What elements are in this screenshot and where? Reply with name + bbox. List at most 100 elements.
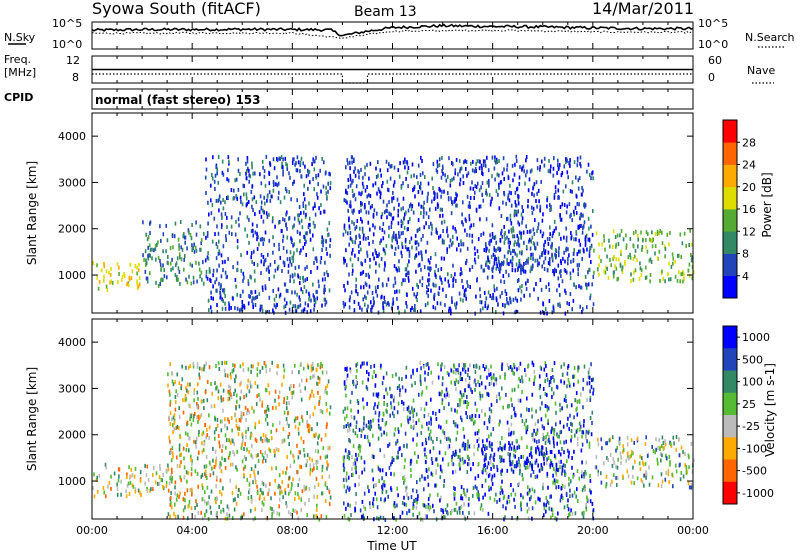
- heatmap-cell: [394, 504, 396, 509]
- heatmap-cell: [370, 308, 373, 313]
- heatmap-cell: [488, 415, 491, 420]
- heatmap-cell: [317, 435, 320, 440]
- heatmap-cell: [362, 405, 365, 410]
- heatmap-cell: [230, 306, 232, 310]
- heatmap-cell: [393, 406, 396, 411]
- heatmap-cell: [500, 455, 503, 460]
- heatmap-cell: [541, 445, 544, 450]
- heatmap-cell: [201, 367, 203, 372]
- heatmap-cell: [564, 288, 566, 293]
- heatmap-cell: [545, 447, 548, 452]
- heatmap-cell: [174, 514, 177, 519]
- heatmap-cell: [220, 283, 222, 288]
- heatmap-cell: [576, 412, 579, 417]
- heatmap-cell: [373, 454, 375, 459]
- heatmap-cell: [450, 407, 453, 412]
- heatmap-cell: [494, 177, 496, 182]
- heatmap-cell: [553, 453, 556, 458]
- heatmap-cell: [399, 446, 401, 451]
- heatmap-cell: [277, 364, 279, 369]
- heatmap-cell: [387, 443, 389, 448]
- heatmap-cell: [529, 169, 532, 174]
- heatmap-cell: [216, 385, 218, 390]
- heatmap-cell: [301, 290, 304, 294]
- heatmap-cell: [541, 218, 544, 223]
- heatmap-cell: [447, 445, 449, 450]
- heatmap-cell: [663, 244, 666, 249]
- heatmap-cell: [495, 157, 498, 162]
- heatmap-cell: [354, 253, 356, 258]
- heatmap-cell: [358, 427, 361, 432]
- heatmap-cell: [329, 253, 331, 258]
- heatmap-cell: [343, 226, 346, 231]
- heatmap-cell: [209, 473, 212, 478]
- heatmap-cell: [379, 241, 381, 245]
- heatmap-cell: [195, 232, 198, 237]
- heatmap-cell: [464, 459, 466, 464]
- heatmap-cell: [633, 481, 635, 486]
- heatmap-cell: [481, 166, 483, 171]
- heatmap-cell: [294, 416, 297, 421]
- heatmap-cell: [245, 434, 247, 439]
- heatmap-cell: [344, 416, 346, 421]
- heatmap-cell: [690, 441, 693, 446]
- heatmap-cell: [205, 509, 208, 514]
- heatmap-cell: [460, 504, 463, 509]
- heatmap-cell: [492, 462, 494, 467]
- heatmap-cell: [467, 454, 469, 459]
- heatmap-cell: [480, 233, 482, 237]
- heatmap-cell: [372, 212, 375, 217]
- heatmap-cell: [325, 401, 328, 406]
- heatmap-cell: [350, 204, 352, 209]
- heatmap-cell: [546, 268, 549, 273]
- heatmap-cell: [169, 495, 172, 500]
- heatmap-cell: [105, 284, 108, 289]
- heatmap-cell: [481, 170, 483, 175]
- heatmap-cell: [348, 424, 350, 429]
- heatmap-cell: [441, 207, 443, 212]
- heatmap-cell: [228, 159, 230, 164]
- heatmap-cell: [538, 439, 540, 444]
- heatmap-cell: [284, 304, 287, 309]
- heatmap-cell: [289, 250, 292, 255]
- heatmap-cell: [401, 377, 403, 381]
- heatmap-cell: [551, 252, 553, 257]
- heatmap-cell: [565, 246, 568, 251]
- heatmap-cell: [377, 466, 380, 471]
- heatmap-cell: [584, 487, 586, 492]
- heatmap-cell: [571, 456, 573, 460]
- heatmap-cell: [349, 183, 352, 188]
- heatmap-cell: [149, 221, 151, 226]
- heatmap-cell: [568, 202, 571, 207]
- heatmap-cell: [315, 289, 318, 294]
- heatmap-cell: [160, 477, 163, 482]
- heatmap-cell: [460, 267, 462, 272]
- heatmap-cell: [351, 240, 354, 244]
- heatmap-cell: [298, 205, 301, 209]
- heatmap-cell: [586, 305, 588, 310]
- heatmap-cell: [688, 243, 690, 247]
- heatmap-cell: [267, 407, 270, 412]
- heatmap-cell: [169, 476, 171, 481]
- heatmap-cell: [577, 379, 580, 384]
- heatmap-cell: [423, 365, 425, 370]
- heatmap-cell: [201, 483, 203, 488]
- heatmap-cell: [282, 157, 284, 162]
- heatmap-cell: [350, 237, 353, 242]
- heatmap-cell: [261, 439, 264, 444]
- heatmap-cell: [552, 305, 555, 310]
- heatmap-cell: [246, 411, 248, 416]
- heatmap-cell: [531, 168, 533, 173]
- heatmap-cell: [494, 155, 496, 160]
- heatmap-cell: [265, 483, 267, 488]
- heatmap-cell: [322, 243, 324, 248]
- heatmap-cell: [139, 479, 142, 483]
- heatmap-cell: [629, 253, 631, 257]
- heatmap-cell: [546, 195, 549, 200]
- heatmap-cell: [583, 220, 586, 225]
- heatmap-cell: [374, 248, 377, 253]
- heatmap-cell: [205, 435, 207, 440]
- heatmap-cell: [324, 389, 327, 394]
- heatmap-cell: [299, 276, 302, 281]
- heatmap-cell: [499, 269, 501, 274]
